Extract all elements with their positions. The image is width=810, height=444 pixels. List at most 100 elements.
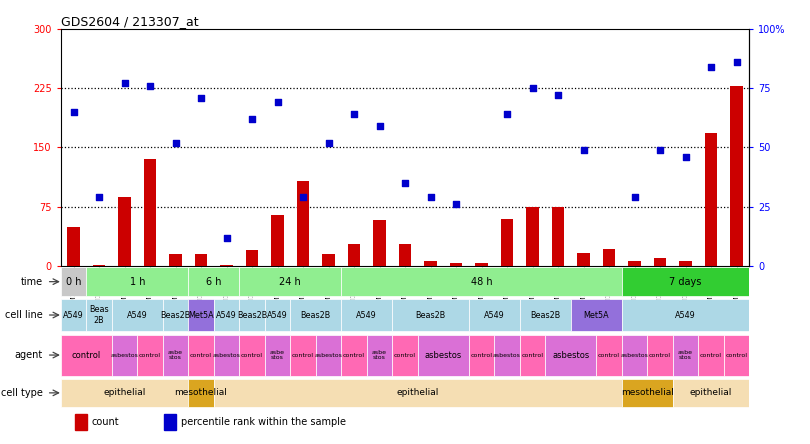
Text: percentile rank within the sample: percentile rank within the sample [181, 417, 346, 427]
Point [322, 139, 335, 146]
FancyBboxPatch shape [214, 379, 622, 407]
FancyBboxPatch shape [341, 299, 392, 331]
Text: count: count [92, 417, 119, 427]
FancyBboxPatch shape [214, 299, 239, 331]
FancyBboxPatch shape [163, 335, 188, 376]
Text: control: control [139, 353, 161, 357]
Bar [399, 244, 411, 266]
Text: Beas2B: Beas2B [416, 310, 446, 320]
Text: asbe
stos: asbe stos [678, 350, 693, 361]
Point [577, 146, 590, 153]
Text: control: control [190, 353, 212, 357]
FancyBboxPatch shape [239, 267, 341, 296]
Bar [164, 414, 177, 430]
Point [143, 82, 156, 89]
FancyBboxPatch shape [724, 335, 749, 376]
Text: epithelial: epithelial [690, 388, 732, 397]
Point [501, 111, 514, 118]
FancyBboxPatch shape [112, 335, 137, 376]
FancyBboxPatch shape [239, 299, 265, 331]
FancyBboxPatch shape [622, 299, 749, 331]
FancyBboxPatch shape [418, 335, 469, 376]
Text: control: control [394, 353, 416, 357]
FancyBboxPatch shape [214, 335, 239, 376]
Text: asbestos: asbestos [212, 353, 241, 357]
Bar [705, 133, 718, 266]
Bar [347, 244, 360, 266]
Bar [679, 261, 692, 266]
FancyBboxPatch shape [188, 267, 239, 296]
Text: control: control [343, 353, 365, 357]
Point [67, 108, 80, 115]
Text: A549: A549 [356, 310, 377, 320]
Text: 7 days: 7 days [669, 277, 701, 287]
Bar [75, 414, 87, 430]
Text: A549: A549 [216, 310, 237, 320]
FancyBboxPatch shape [596, 335, 622, 376]
Point [169, 139, 182, 146]
Point [92, 194, 105, 201]
Bar [475, 263, 488, 266]
Text: asbestos: asbestos [314, 353, 343, 357]
Text: asbe
stos: asbe stos [168, 350, 183, 361]
FancyBboxPatch shape [290, 335, 316, 376]
Text: control: control [649, 353, 671, 357]
FancyBboxPatch shape [367, 335, 392, 376]
Bar [118, 197, 131, 266]
FancyBboxPatch shape [494, 335, 520, 376]
FancyBboxPatch shape [392, 335, 418, 376]
Text: 1 h: 1 h [130, 277, 145, 287]
Text: A549: A549 [63, 310, 84, 320]
Text: control: control [700, 353, 722, 357]
Bar [577, 254, 590, 266]
Text: A549: A549 [484, 310, 505, 320]
Bar [730, 86, 743, 266]
Text: control: control [471, 353, 492, 357]
Text: A549: A549 [127, 310, 147, 320]
FancyBboxPatch shape [469, 335, 494, 376]
FancyBboxPatch shape [86, 299, 112, 331]
Bar [92, 265, 105, 266]
Text: control: control [71, 351, 101, 360]
Text: A549: A549 [267, 310, 288, 320]
FancyBboxPatch shape [316, 335, 341, 376]
Text: Beas2B: Beas2B [237, 310, 267, 320]
Text: epithelial: epithelial [397, 388, 439, 397]
Text: A549: A549 [675, 310, 696, 320]
Text: Beas2B: Beas2B [301, 310, 330, 320]
Point [679, 154, 692, 161]
Text: asbe
stos: asbe stos [270, 350, 285, 361]
FancyBboxPatch shape [86, 267, 188, 296]
FancyBboxPatch shape [61, 267, 86, 296]
FancyBboxPatch shape [647, 335, 673, 376]
Point [347, 111, 360, 118]
Text: mesothelial: mesothelial [175, 388, 228, 397]
Text: cell line: cell line [5, 310, 43, 320]
Text: agent: agent [15, 350, 43, 360]
FancyBboxPatch shape [698, 335, 724, 376]
Text: asbestos: asbestos [110, 353, 139, 357]
FancyBboxPatch shape [622, 335, 647, 376]
Text: GDS2604 / 213307_at: GDS2604 / 213307_at [61, 15, 198, 28]
FancyBboxPatch shape [469, 299, 520, 331]
FancyBboxPatch shape [622, 267, 749, 296]
Text: asbestos: asbestos [620, 353, 649, 357]
Text: epithelial: epithelial [104, 388, 146, 397]
Point [450, 201, 463, 208]
Point [628, 194, 641, 201]
FancyBboxPatch shape [673, 335, 698, 376]
Point [296, 194, 309, 201]
FancyBboxPatch shape [290, 299, 341, 331]
Bar [424, 261, 437, 266]
FancyBboxPatch shape [61, 335, 112, 376]
Point [399, 179, 411, 186]
FancyBboxPatch shape [137, 335, 163, 376]
Text: 0 h: 0 h [66, 277, 81, 287]
FancyBboxPatch shape [341, 267, 622, 296]
Text: 24 h: 24 h [279, 277, 301, 287]
Bar [628, 261, 641, 266]
Bar [194, 254, 207, 266]
Bar [603, 249, 616, 266]
Point [245, 115, 258, 123]
Bar [373, 220, 386, 266]
